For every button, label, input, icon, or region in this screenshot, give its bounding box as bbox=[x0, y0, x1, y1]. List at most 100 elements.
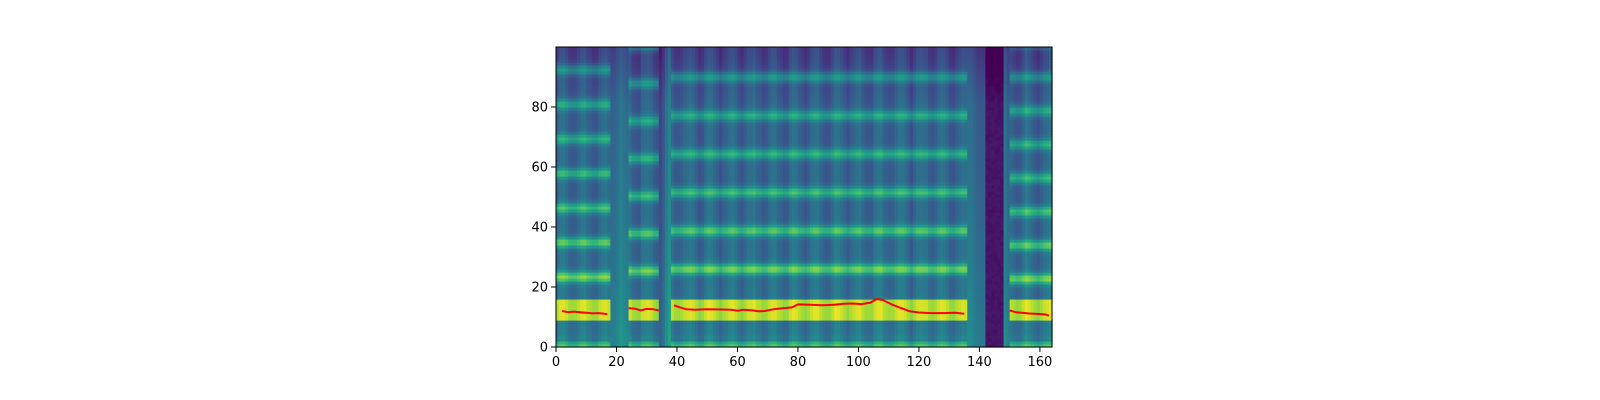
heatmap-cell bbox=[683, 305, 687, 309]
heatmap-cell bbox=[598, 200, 602, 204]
heatmap-cell bbox=[640, 248, 645, 252]
heatmap-cell bbox=[559, 125, 563, 129]
heatmap-cell bbox=[689, 266, 693, 270]
heatmap-cell bbox=[616, 104, 621, 108]
heatmap-cell bbox=[649, 284, 654, 288]
heatmap-cell bbox=[667, 185, 672, 189]
heatmap-cell bbox=[628, 233, 633, 237]
heatmap-cell bbox=[562, 227, 566, 231]
heatmap-cell bbox=[661, 206, 666, 210]
heatmap-cell bbox=[580, 326, 584, 330]
heatmap-cell bbox=[631, 314, 636, 318]
heatmap-cell bbox=[643, 71, 648, 75]
heatmap-cell bbox=[586, 317, 590, 321]
heatmap-cell bbox=[586, 284, 590, 288]
heatmap-cell bbox=[673, 116, 678, 120]
heatmap-cell bbox=[637, 296, 642, 300]
heatmap-cell bbox=[640, 296, 645, 300]
heatmap-cell bbox=[640, 281, 645, 285]
heatmap-cell bbox=[559, 128, 563, 132]
heatmap-cell bbox=[652, 206, 657, 210]
heatmap-cell bbox=[643, 62, 648, 66]
heatmap-cell bbox=[568, 269, 572, 273]
heatmap-cell bbox=[646, 269, 651, 273]
heatmap-cell bbox=[689, 263, 693, 267]
heatmap-cell bbox=[661, 83, 666, 87]
heatmap-cell bbox=[655, 224, 660, 228]
heatmap-cell bbox=[613, 185, 618, 189]
heatmap-cell bbox=[625, 161, 630, 165]
heatmap-cell bbox=[625, 167, 630, 171]
heatmap-cell bbox=[562, 137, 566, 141]
heatmap-cell bbox=[601, 218, 605, 222]
heatmap-cell bbox=[670, 281, 675, 285]
heatmap-cell bbox=[670, 341, 675, 345]
heatmap-cell bbox=[580, 233, 584, 237]
heatmap-cell bbox=[574, 200, 578, 204]
heatmap-cell bbox=[598, 236, 602, 240]
heatmap-cell bbox=[616, 233, 621, 237]
heatmap-cell bbox=[692, 215, 696, 219]
heatmap-cell bbox=[698, 104, 702, 108]
heatmap-cell bbox=[610, 278, 615, 282]
heatmap-cell bbox=[698, 296, 702, 300]
heatmap-cell bbox=[604, 83, 609, 87]
heatmap-cell bbox=[562, 263, 566, 267]
heatmap-cell bbox=[577, 242, 581, 246]
heatmap-cell bbox=[689, 212, 693, 216]
heatmap-cell bbox=[646, 314, 651, 318]
heatmap-cell bbox=[559, 110, 563, 114]
heatmap-cell bbox=[625, 320, 630, 324]
heatmap-cell bbox=[686, 212, 690, 216]
heatmap-cell bbox=[695, 131, 699, 135]
heatmap-cell bbox=[577, 227, 581, 231]
heatmap-cell bbox=[595, 338, 599, 342]
heatmap-cell bbox=[625, 77, 630, 81]
heatmap-cell bbox=[604, 170, 609, 174]
heatmap-cell bbox=[610, 89, 615, 93]
heatmap-cell bbox=[667, 59, 672, 63]
heatmap-cell bbox=[616, 107, 621, 111]
heatmap-cell bbox=[610, 263, 615, 267]
heatmap-cell bbox=[574, 251, 578, 255]
heatmap-cell bbox=[577, 266, 581, 270]
heatmap-cell bbox=[562, 329, 566, 333]
heatmap-cell bbox=[577, 284, 581, 288]
heatmap-cell bbox=[598, 191, 602, 195]
heatmap-cell bbox=[628, 323, 633, 327]
heatmap-cell bbox=[568, 167, 572, 171]
heatmap-cell bbox=[676, 284, 681, 288]
heatmap-cell bbox=[676, 170, 681, 174]
heatmap-cell bbox=[628, 128, 633, 132]
heatmap-cell bbox=[701, 209, 705, 213]
heatmap-cell bbox=[676, 266, 681, 270]
heatmap-cell bbox=[622, 125, 627, 129]
heatmap-cell bbox=[589, 272, 593, 276]
heatmap-cell bbox=[695, 248, 699, 252]
heatmap-cell bbox=[604, 185, 609, 189]
heatmap-cell bbox=[604, 101, 609, 105]
heatmap-cell bbox=[586, 62, 590, 66]
heatmap-cell bbox=[661, 290, 666, 294]
heatmap-cell bbox=[670, 245, 675, 249]
heatmap-cell bbox=[670, 257, 675, 261]
heatmap-cell bbox=[661, 158, 666, 162]
heatmap-cell bbox=[577, 251, 581, 255]
heatmap-cell bbox=[695, 179, 699, 183]
heatmap-cell bbox=[613, 71, 618, 75]
heatmap-cell bbox=[695, 302, 699, 306]
heatmap-cell bbox=[616, 86, 621, 90]
heatmap-cell bbox=[646, 254, 651, 258]
heatmap-cell bbox=[643, 179, 648, 183]
heatmap-cell bbox=[574, 86, 578, 90]
heatmap-cell bbox=[574, 233, 578, 237]
heatmap-cell bbox=[565, 185, 569, 189]
heatmap-cell bbox=[559, 80, 563, 84]
heatmap-cell bbox=[649, 206, 654, 210]
heatmap-cell bbox=[695, 170, 699, 174]
heatmap-cell bbox=[670, 293, 675, 297]
heatmap-cell bbox=[607, 248, 612, 252]
heatmap-cell bbox=[559, 209, 563, 213]
heatmap-cell bbox=[704, 248, 708, 252]
heatmap-cell bbox=[577, 275, 581, 279]
